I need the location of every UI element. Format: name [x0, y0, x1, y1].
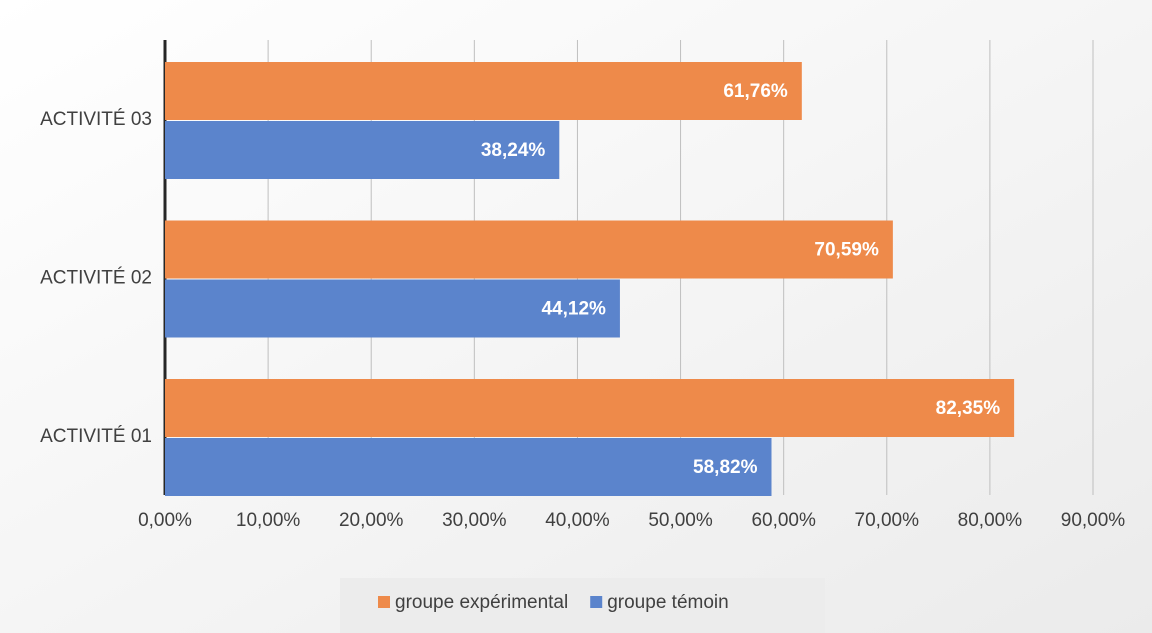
value-label: 70,59% — [814, 240, 879, 261]
bar — [165, 438, 772, 496]
x-tick-label: 90,00% — [1061, 510, 1126, 531]
x-tick-label: 30,00% — [442, 510, 507, 531]
x-tick-label: 70,00% — [855, 510, 920, 531]
legend-swatch — [378, 596, 390, 608]
x-tick-label: 10,00% — [236, 510, 301, 531]
x-tick-label: 20,00% — [339, 510, 404, 531]
legend-label: groupe témoin — [607, 592, 728, 613]
bar — [165, 279, 620, 338]
x-tick-label: 80,00% — [958, 510, 1023, 531]
legend-label: groupe expérimental — [395, 592, 568, 613]
x-tick-label: 0,00% — [138, 510, 192, 531]
y-tick-label: ACTIVITÉ 01 — [40, 426, 152, 447]
bar — [165, 379, 1015, 437]
legend-swatch — [590, 596, 603, 608]
x-tick-label: 60,00% — [751, 510, 816, 531]
bar — [165, 62, 802, 120]
value-label: 61,76% — [723, 81, 788, 102]
x-tick-label: 40,00% — [545, 510, 610, 531]
bar — [165, 121, 560, 179]
x-tick-label: 50,00% — [648, 510, 713, 531]
value-label: 82,35% — [936, 398, 1001, 419]
y-tick-label: ACTIVITÉ 02 — [40, 268, 152, 289]
bar — [165, 220, 893, 279]
legend-box — [340, 578, 825, 633]
y-tick-label: ACTIVITÉ 03 — [40, 109, 152, 130]
value-label: 58,82% — [693, 457, 758, 478]
value-label: 38,24% — [481, 140, 546, 161]
value-label: 44,12% — [541, 299, 606, 320]
